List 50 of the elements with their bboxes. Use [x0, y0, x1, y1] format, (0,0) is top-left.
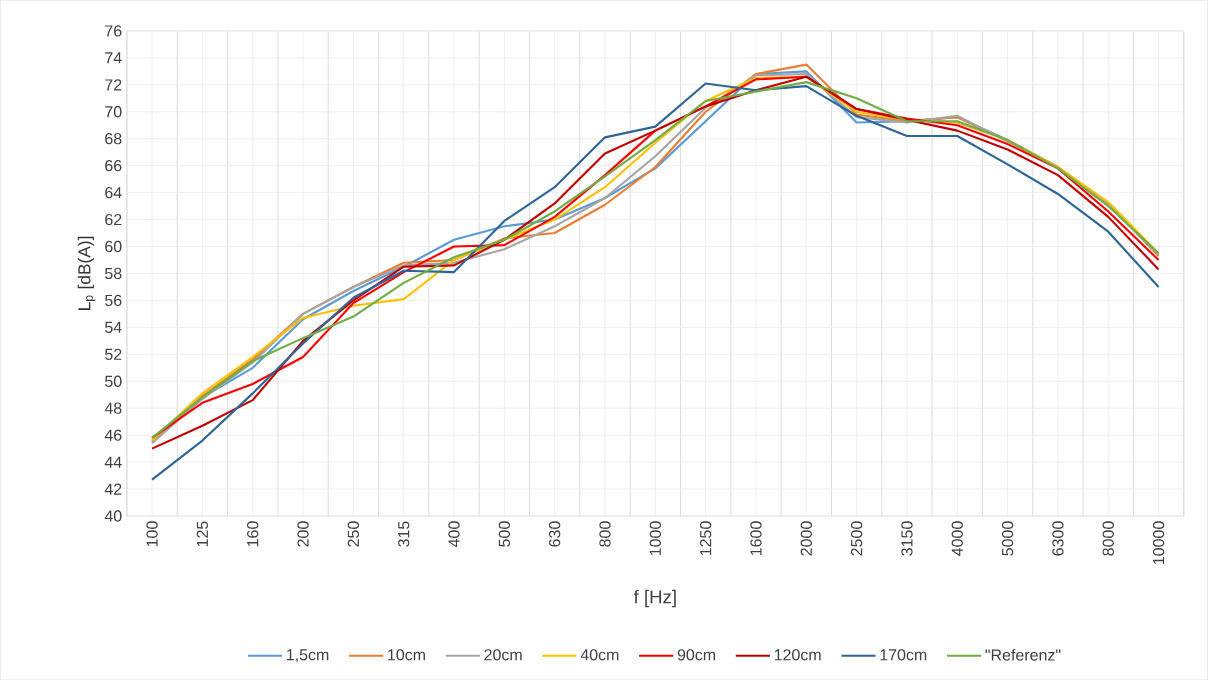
- y-tick-label: 68: [105, 132, 122, 145]
- legend-label: 170cm: [880, 649, 927, 661]
- x-tick-label: 1250: [699, 521, 712, 555]
- x-tick-label: 200: [297, 521, 309, 547]
- x-tick-label: 2000: [800, 521, 812, 556]
- x-tick-label: 630: [549, 521, 561, 547]
- x-tick-label: 1600: [750, 521, 762, 555]
- legend-label: 40cm: [580, 649, 619, 661]
- legend-label: 120cm: [774, 649, 821, 661]
- y-tick-label: 48: [104, 402, 122, 414]
- x-tick-label: 4000: [951, 521, 963, 556]
- legend-label: 10cm: [388, 649, 425, 661]
- x-tick-label: 2500: [850, 521, 863, 556]
- x-tick-label: 500: [498, 521, 510, 547]
- y-tick-label: 70: [105, 106, 122, 118]
- y-tick-label: 60: [105, 240, 122, 253]
- y-tick-label: 62: [105, 213, 122, 226]
- x-tick-label: 100: [146, 521, 158, 547]
- x-tick-label: 315: [398, 521, 410, 547]
- legend-label: 20cm: [484, 649, 522, 661]
- y-tick-label: 74: [105, 52, 122, 64]
- y-tick-label: 76: [105, 25, 122, 37]
- y-axis-title: L$_{p}$ [dB(A)]: [77, 236, 96, 310]
- x-tick-label: 5000: [1001, 521, 1014, 556]
- y-tick-label: 64: [105, 186, 122, 199]
- x-tick-label: 125: [196, 521, 209, 547]
- y-tick-label: 66: [105, 159, 122, 172]
- y-tick-label: 40: [104, 510, 122, 522]
- y-tick-label: 56: [105, 294, 122, 306]
- y-tick-label: 58: [105, 267, 122, 280]
- x-tick-label: 1000: [649, 521, 661, 555]
- y-tick-label: 46: [104, 429, 122, 441]
- legend-label: 90cm: [677, 649, 716, 661]
- y-tick-label: 54: [105, 321, 122, 333]
- y-tick-label: 50: [105, 375, 122, 387]
- x-tick-label: 800: [599, 521, 611, 547]
- y-tick-label: 42: [104, 483, 122, 495]
- legend-label: "Referenz": [985, 648, 1061, 661]
- y-tick-label: 44: [104, 456, 122, 468]
- y-tick-label: 72: [105, 79, 122, 91]
- x-tick-label: 3150: [901, 521, 913, 556]
- y-tick-label: 52: [105, 348, 122, 360]
- x-tick-label: 10000: [1152, 521, 1165, 564]
- x-tick-label: 6300: [1052, 521, 1064, 556]
- x-tick-label: 160: [247, 521, 259, 547]
- legend-label: 1,5cm: [287, 649, 329, 663]
- x-tick-label: 8000: [1102, 521, 1114, 556]
- x-tick-label: 400: [448, 521, 460, 547]
- x-axis-title: f [Hz]: [633, 589, 676, 608]
- x-tick-label: 250: [347, 521, 360, 547]
